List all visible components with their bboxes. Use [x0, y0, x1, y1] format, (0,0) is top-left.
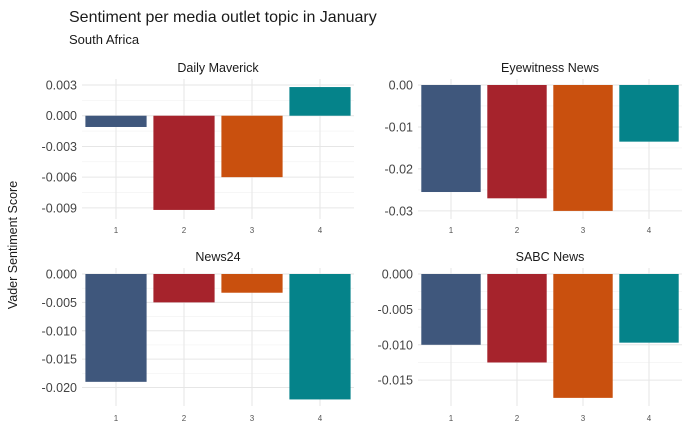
bar-topic-4 — [289, 87, 351, 116]
y-tick-label: -0.010 — [42, 324, 77, 338]
y-tick-label: 0.003 — [46, 79, 77, 93]
y-tick-label: -0.020 — [42, 381, 77, 395]
x-tick-label: 4 — [647, 226, 652, 235]
facet-strip-label: News24 — [195, 250, 240, 264]
x-tick-label: 1 — [114, 414, 119, 423]
y-tick-label: -0.005 — [42, 296, 77, 310]
panel-daily-maverick: 0.003 0.000 -0.003 -0.006 -0.009 1 2 3 4 Daily Ma… — [42, 61, 354, 235]
y-tick-label: 0.00 — [389, 79, 413, 93]
x-tick-label: 3 — [581, 414, 586, 423]
panel-news24: 0.000 -0.005 -0.010 -0.015 -0.020 1 2 3 4 News24 — [42, 250, 354, 423]
bar-topic-3 — [221, 274, 283, 293]
facet-strip-label: Eyewitness News — [501, 61, 599, 75]
y-tick-label: -0.006 — [42, 171, 77, 185]
bar-topic-4 — [619, 85, 679, 142]
x-tick-label: 2 — [515, 414, 520, 423]
y-tick-label: -0.01 — [385, 120, 414, 134]
x-tick-label: 3 — [581, 226, 586, 235]
bar-topic-1 — [421, 274, 481, 345]
bar-topic-3 — [221, 115, 283, 178]
x-tick-label: 2 — [182, 414, 187, 423]
chart-title: Sentiment per media outlet topic in Janu… — [69, 9, 377, 26]
y-tick-label: 0.000 — [46, 109, 77, 123]
y-axis-label: Vader Sentiment Score — [6, 181, 20, 309]
x-tick-label: 1 — [449, 226, 454, 235]
y-tick-label: -0.03 — [385, 204, 414, 218]
x-tick-label: 1 — [114, 226, 119, 235]
y-tick-label: -0.005 — [378, 303, 413, 317]
facet-strip-label: Daily Maverick — [177, 61, 259, 75]
x-tick-label: 4 — [318, 226, 323, 235]
bar-topic-4 — [619, 274, 679, 343]
chart-subtitle: South Africa — [69, 32, 140, 47]
bar-topic-2 — [153, 115, 215, 210]
y-tick-label: -0.015 — [378, 374, 413, 388]
x-tick-label: 4 — [318, 414, 323, 423]
y-tick-label: -0.010 — [378, 338, 413, 352]
x-tick-label: 4 — [647, 414, 652, 423]
y-tick-label: 0.000 — [46, 268, 77, 282]
bar-topic-1 — [85, 274, 147, 382]
x-tick-label: 2 — [515, 226, 520, 235]
bar-topic-4 — [289, 274, 351, 400]
x-tick-label: 2 — [182, 226, 187, 235]
bar-topic-1 — [85, 115, 147, 127]
x-tick-label: 3 — [250, 414, 255, 423]
y-tick-label: -0.009 — [42, 201, 77, 215]
bar-topic-2 — [487, 85, 547, 199]
bar-topic-2 — [487, 274, 547, 363]
panel-eyewitness-news: 0.00 -0.01 -0.02 -0.03 1 2 3 4 Eyewitness News — [385, 61, 682, 235]
y-tick-label: -0.015 — [42, 353, 77, 367]
bar-topic-3 — [553, 85, 613, 211]
bar-topic-2 — [153, 274, 215, 303]
x-tick-label: 3 — [250, 226, 255, 235]
y-tick-label: -0.003 — [42, 140, 77, 154]
y-tick-label: -0.02 — [385, 162, 414, 176]
y-tick-label: 0.000 — [382, 268, 413, 282]
x-tick-label: 1 — [449, 414, 454, 423]
bar-topic-1 — [421, 85, 481, 193]
facet-strip-label: SABC News — [516, 250, 585, 264]
bar-topic-3 — [553, 274, 613, 398]
panel-sabc-news: 0.000 -0.005 -0.010 -0.015 1 2 3 4 SABC News — [378, 250, 682, 423]
